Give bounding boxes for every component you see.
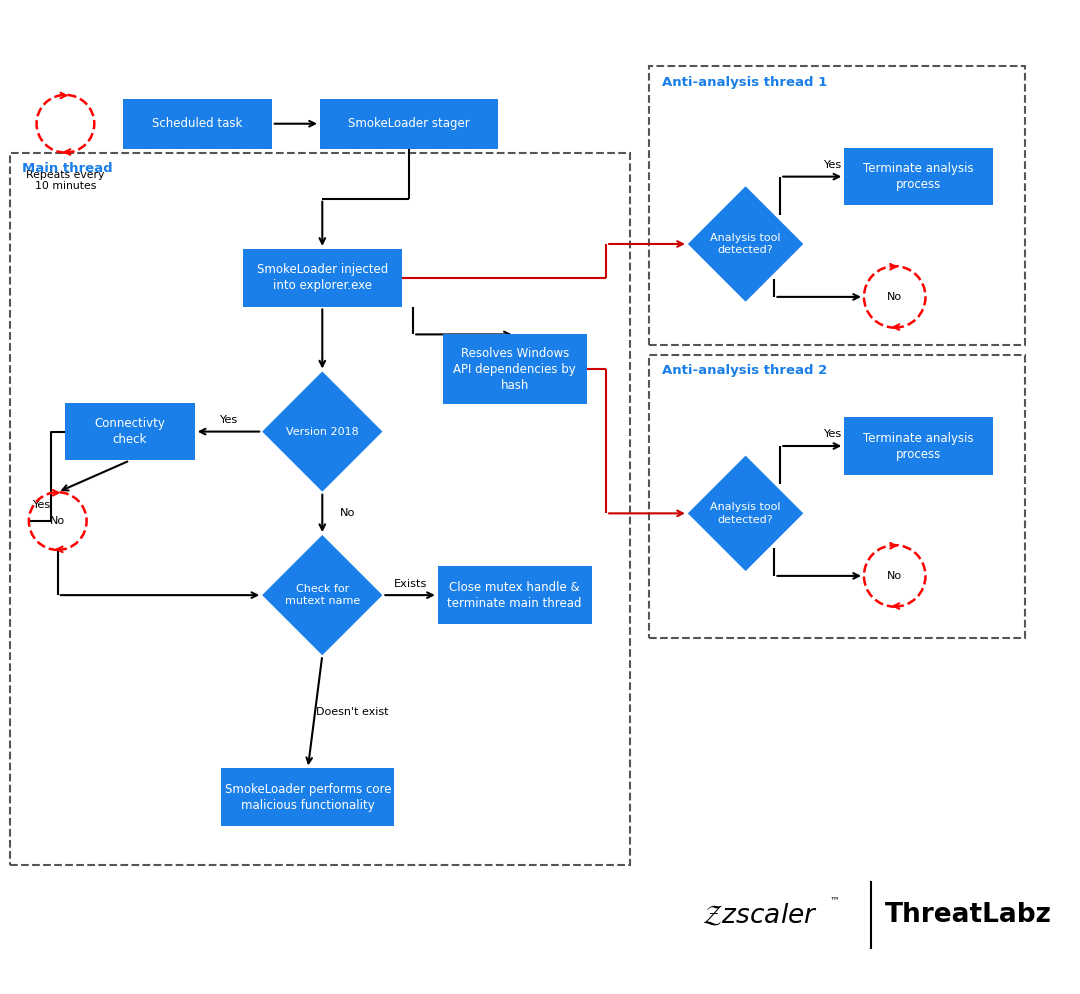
Text: Terminate analysis
process: Terminate analysis process — [863, 431, 974, 460]
FancyBboxPatch shape — [443, 334, 586, 404]
Polygon shape — [262, 535, 382, 655]
Text: SmokeLoader performs core
malicious functionality: SmokeLoader performs core malicious func… — [225, 782, 391, 812]
Text: Yes: Yes — [219, 415, 238, 425]
FancyBboxPatch shape — [65, 403, 194, 460]
Text: Yes: Yes — [823, 160, 841, 170]
Text: Yes: Yes — [31, 500, 50, 510]
FancyBboxPatch shape — [123, 98, 272, 149]
FancyBboxPatch shape — [320, 98, 498, 149]
Text: Check for
mutext name: Check for mutext name — [285, 583, 360, 606]
FancyBboxPatch shape — [845, 148, 994, 206]
Text: Doesn't exist: Doesn't exist — [315, 707, 388, 717]
Text: Close mutex handle &
terminate main thread: Close mutex handle & terminate main thre… — [447, 580, 582, 609]
Text: Analysis tool
detected?: Analysis tool detected? — [711, 233, 781, 255]
Text: No: No — [50, 516, 65, 526]
Text: Main thread: Main thread — [22, 162, 112, 175]
Text: Exists: Exists — [393, 579, 427, 588]
Text: Yes: Yes — [823, 429, 841, 439]
FancyBboxPatch shape — [437, 567, 592, 624]
Bar — [10, 153, 630, 865]
FancyBboxPatch shape — [845, 417, 994, 475]
Polygon shape — [688, 455, 804, 572]
Text: Anti-analysis thread 2: Anti-analysis thread 2 — [662, 364, 827, 378]
Polygon shape — [262, 372, 382, 492]
Text: No: No — [887, 292, 902, 302]
Text: Resolves Windows
API dependencies by
hash: Resolves Windows API dependencies by has… — [454, 347, 576, 392]
Text: $\bf{\mathcal{Z}}$zscaler: $\bf{\mathcal{Z}}$zscaler — [702, 903, 819, 928]
Text: Connectivty
check: Connectivty check — [94, 417, 165, 446]
Text: No: No — [887, 571, 902, 580]
Bar — [649, 355, 1025, 638]
Text: Analysis tool
detected?: Analysis tool detected? — [711, 502, 781, 525]
Text: No: No — [339, 508, 355, 518]
FancyBboxPatch shape — [221, 768, 394, 826]
Text: ™: ™ — [829, 896, 839, 906]
Text: Scheduled task: Scheduled task — [152, 117, 242, 130]
Bar — [649, 66, 1025, 345]
Text: ThreatLabz: ThreatLabz — [886, 903, 1052, 928]
Text: SmokeLoader injected
into explorer.exe: SmokeLoader injected into explorer.exe — [257, 263, 388, 292]
Text: Anti-analysis thread 1: Anti-analysis thread 1 — [662, 76, 827, 88]
Text: Version 2018: Version 2018 — [286, 426, 359, 436]
Polygon shape — [688, 186, 804, 302]
Text: SmokeLoader stager: SmokeLoader stager — [348, 117, 470, 130]
Text: Repeats every
10 minutes: Repeats every 10 minutes — [26, 170, 105, 192]
FancyBboxPatch shape — [243, 248, 402, 306]
Text: Terminate analysis
process: Terminate analysis process — [863, 162, 974, 191]
